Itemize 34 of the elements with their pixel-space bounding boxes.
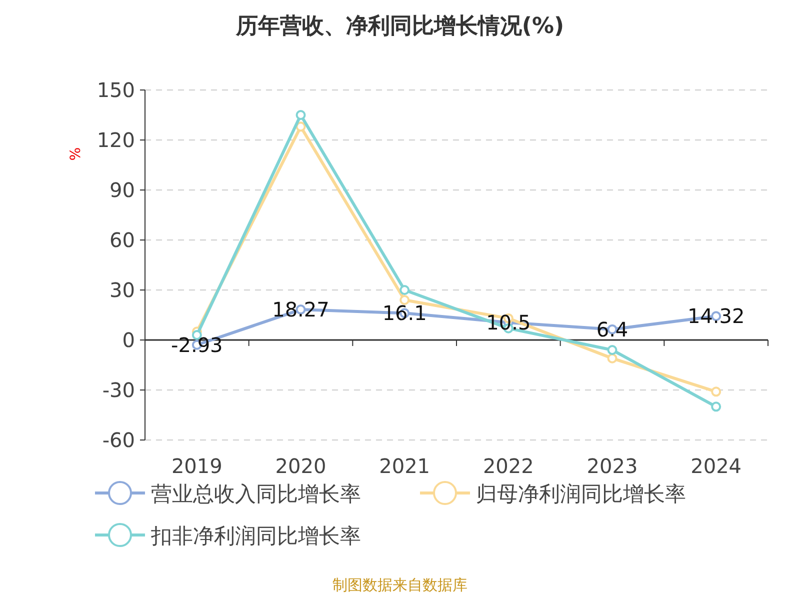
y-tick-label: -60: [102, 428, 135, 452]
x-tick-label: 2019: [171, 454, 222, 478]
data-label: 6.4: [596, 317, 628, 342]
x-tick-label: 2021: [379, 454, 430, 478]
point: [711, 386, 722, 397]
y-axis-title: %: [68, 147, 84, 161]
point: [607, 345, 618, 355]
point: [711, 402, 722, 412]
text: 制图数据来自数据库: [332, 576, 468, 594]
data-label: 14.32: [687, 304, 745, 328]
legend-label: 归母净利润同比增长率: [476, 482, 686, 506]
y-tick-label: 30: [110, 278, 135, 302]
point: [607, 353, 618, 364]
x-tick-label: 2022: [482, 454, 534, 478]
chart-title: 历年营收、净利同比增长情况(%): [234, 14, 564, 39]
x-tick-label: 2024: [690, 454, 742, 478]
y-tick-label: 120: [96, 128, 135, 152]
y-tick-label: -30: [102, 378, 135, 402]
x-tick-label: 2023: [586, 454, 638, 478]
y-tick-label: 90: [110, 178, 135, 202]
point: [400, 295, 410, 305]
x-tick-label: 2020: [275, 454, 326, 478]
y-tick-label: 0: [122, 328, 135, 352]
y-tick-label: 150: [96, 78, 135, 102]
point: [296, 110, 306, 120]
legend-label: 营业总收入同比增长率: [151, 482, 361, 506]
data-label: 18.27: [272, 298, 330, 322]
y-tick-label: 60: [110, 228, 135, 252]
point: [400, 285, 410, 295]
data-label: 16.1: [382, 301, 427, 326]
point: [296, 122, 306, 132]
data-label: 10.5: [486, 310, 531, 334]
legend-label: 扣非净利润同比增长率: [150, 524, 361, 548]
data-label: -2.93: [171, 332, 223, 357]
